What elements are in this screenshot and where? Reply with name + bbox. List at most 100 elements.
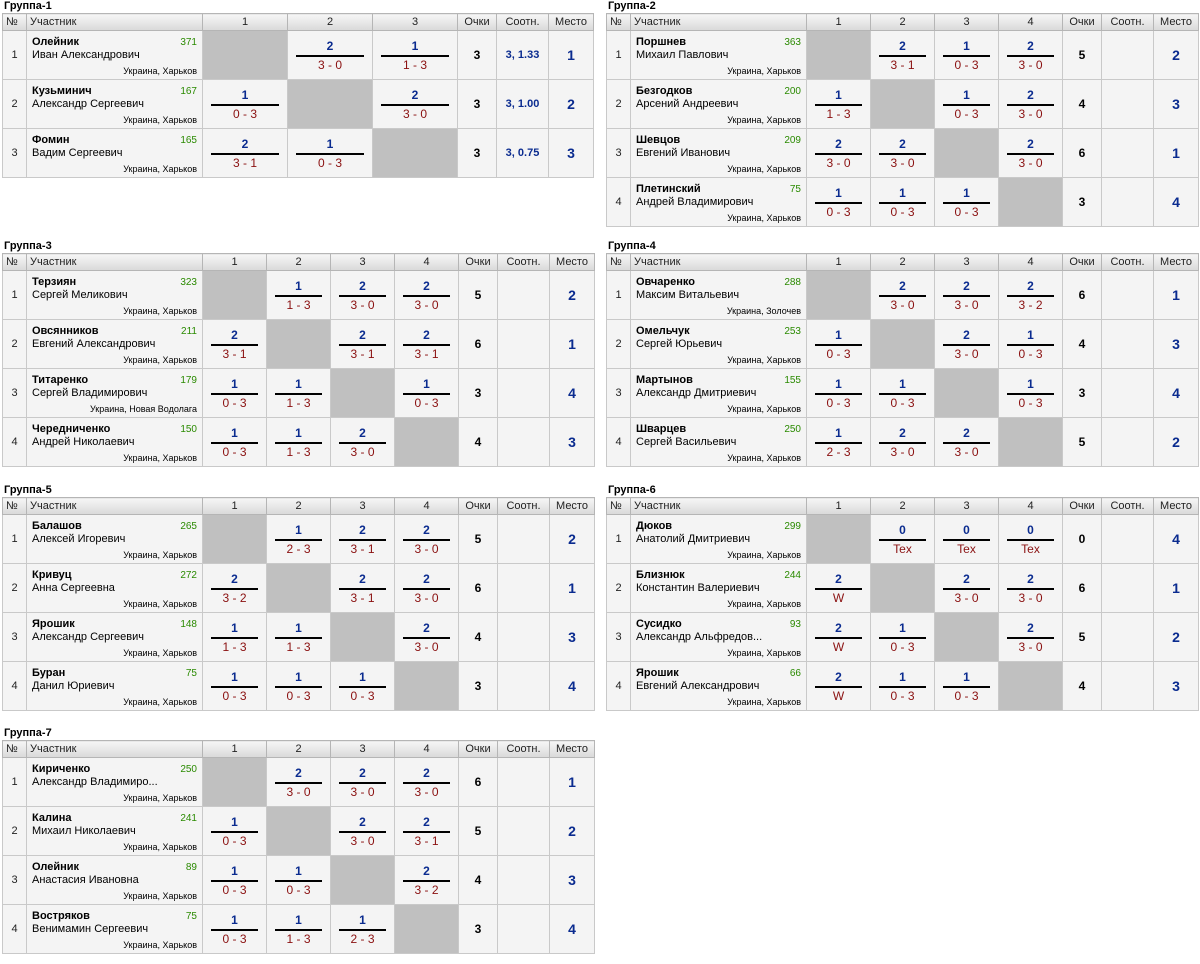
match-result-cell[interactable]: 1 0 - 3 — [934, 177, 999, 227]
header-place[interactable]: Место — [549, 497, 595, 515]
match-result-cell[interactable]: 2 3 - 0 — [394, 514, 459, 564]
match-result-cell[interactable]: 1 0 - 3 — [870, 612, 935, 662]
match-result-cell[interactable]: 1 0 - 3 — [870, 368, 935, 418]
player-cell[interactable]: Овчаренко 288 Максим Витальевич Украина, Зо… — [630, 270, 807, 320]
player-cell[interactable]: Титаренко 179 Сергей Владимирович Украина, … — [26, 368, 203, 418]
player-cell[interactable]: Ярошик 148 Александр Сергеевич Украина, Хар… — [26, 612, 203, 662]
match-result-cell[interactable]: 1 0 - 3 — [806, 177, 871, 227]
header-ratio[interactable]: Соотн. — [497, 740, 550, 758]
match-result-cell[interactable]: 1 0 - 3 — [934, 661, 999, 711]
header-no[interactable]: № — [2, 740, 27, 758]
player-cell[interactable]: Фомин 165 Вадим Сергеевич Украина, Харьков — [26, 128, 203, 178]
player-surname[interactable]: Олейник — [32, 861, 80, 873]
match-result-cell[interactable]: 2 3 - 1 — [870, 30, 935, 80]
header-opponent-2[interactable]: 2 — [287, 13, 373, 31]
match-result-cell[interactable]: 0 Tex — [998, 514, 1063, 564]
match-result-cell[interactable]: 2 3 - 0 — [287, 30, 373, 80]
match-result-cell[interactable]: 2 3 - 0 — [330, 270, 395, 320]
player-cell[interactable]: Овсянников 211 Евгений Александрович Украин… — [26, 319, 203, 369]
match-result-cell[interactable]: 1 1 - 3 — [266, 417, 331, 467]
player-cell[interactable]: Шварцев 250 Сергей Васильевич Украина, Харь… — [630, 417, 807, 467]
header-no[interactable]: № — [2, 253, 27, 271]
header-opponent-1[interactable]: 1 — [806, 13, 871, 31]
match-result-cell[interactable]: 1 1 - 3 — [266, 368, 331, 418]
match-result-cell[interactable]: 1 1 - 3 — [266, 270, 331, 320]
match-result-cell[interactable]: 2 3 - 0 — [394, 270, 459, 320]
header-opponent-2[interactable]: 2 — [870, 497, 935, 515]
match-result-cell[interactable]: 2 3 - 1 — [330, 514, 395, 564]
header-opponent-3[interactable]: 3 — [330, 740, 395, 758]
match-result-cell[interactable]: 1 2 - 3 — [266, 514, 331, 564]
header-opponent-2[interactable]: 2 — [870, 13, 935, 31]
match-result-cell[interactable]: 2 3 - 0 — [998, 563, 1063, 613]
player-surname[interactable]: Буран — [32, 667, 66, 679]
match-result-cell[interactable]: 1 0 - 3 — [266, 661, 331, 711]
match-result-cell[interactable]: 0 Tex — [870, 514, 935, 564]
player-surname[interactable]: Кириченко — [32, 763, 91, 775]
match-result-cell[interactable]: 2 3 - 0 — [870, 270, 935, 320]
match-result-cell[interactable]: 2 3 - 0 — [934, 563, 999, 613]
match-result-cell[interactable]: 1 0 - 3 — [202, 368, 267, 418]
header-opponent-3[interactable]: 3 — [372, 13, 458, 31]
header-no[interactable]: № — [2, 497, 27, 515]
player-cell[interactable]: Шевцов 209 Евгений Иванович Украина, Харько… — [630, 128, 807, 178]
header-participant[interactable]: Участник — [630, 13, 807, 31]
match-result-cell[interactable]: 2 3 - 0 — [870, 417, 935, 467]
header-points[interactable]: Очки — [457, 13, 497, 31]
player-surname[interactable]: Омельчук — [636, 325, 690, 337]
header-opponent-3[interactable]: 3 — [934, 253, 999, 271]
match-result-cell[interactable]: 1 0 - 3 — [287, 128, 373, 178]
match-result-cell[interactable]: 2 3 - 0 — [998, 612, 1063, 662]
match-result-cell[interactable]: 2 3 - 1 — [330, 563, 395, 613]
player-cell[interactable]: Олейник 89 Анастасия Ивановна Украина, Харь… — [26, 855, 203, 905]
player-surname[interactable]: Кривуц — [32, 569, 72, 581]
match-result-cell[interactable]: 0 Tex — [934, 514, 999, 564]
header-opponent-4[interactable]: 4 — [394, 253, 459, 271]
match-result-cell[interactable]: 2 3 - 0 — [394, 563, 459, 613]
header-opponent-4[interactable]: 4 — [394, 740, 459, 758]
header-opponent-2[interactable]: 2 — [266, 497, 331, 515]
match-result-cell[interactable]: 1 0 - 3 — [202, 79, 288, 129]
match-result-cell[interactable]: 1 0 - 3 — [202, 806, 267, 856]
match-result-cell[interactable]: 2 3 - 1 — [202, 319, 267, 369]
match-result-cell[interactable]: 1 0 - 3 — [202, 855, 267, 905]
match-result-cell[interactable]: 2 3 - 0 — [330, 417, 395, 467]
player-cell[interactable]: Терзиян 323 Сергей Меликович Украина, Харьк… — [26, 270, 203, 320]
player-cell[interactable]: Востряков 75 Венимамин Сергеевич Украина, Х… — [26, 904, 203, 954]
header-ratio[interactable]: Соотн. — [1101, 13, 1154, 31]
player-surname[interactable]: Чередниченко — [32, 423, 111, 435]
match-result-cell[interactable]: 1 0 - 3 — [202, 417, 267, 467]
header-participant[interactable]: Участник — [26, 13, 203, 31]
player-surname[interactable]: Овчаренко — [636, 276, 695, 288]
match-result-cell[interactable]: 1 0 - 3 — [934, 30, 999, 80]
player-surname[interactable]: Близнюк — [636, 569, 685, 581]
player-surname[interactable]: Ярошик — [636, 667, 679, 679]
match-result-cell[interactable]: 2 3 - 0 — [394, 757, 459, 807]
player-cell[interactable]: Поршнев 363 Михаил Павлович Украина, Харько… — [630, 30, 807, 80]
header-opponent-4[interactable]: 4 — [998, 497, 1063, 515]
player-surname[interactable]: Плетинский — [636, 183, 701, 195]
player-surname[interactable]: Терзиян — [32, 276, 77, 288]
player-surname[interactable]: Сусидко — [636, 618, 682, 630]
match-result-cell[interactable]: 2 3 - 2 — [202, 563, 267, 613]
match-result-cell[interactable]: 1 2 - 3 — [330, 904, 395, 954]
match-result-cell[interactable]: 1 0 - 3 — [870, 177, 935, 227]
player-surname[interactable]: Безгодков — [636, 85, 693, 97]
match-result-cell[interactable]: 1 0 - 3 — [202, 661, 267, 711]
header-ratio[interactable]: Соотн. — [1101, 253, 1154, 271]
header-place[interactable]: Место — [549, 253, 595, 271]
header-opponent-1[interactable]: 1 — [202, 497, 267, 515]
match-result-cell[interactable]: 1 1 - 3 — [372, 30, 458, 80]
player-cell[interactable]: Ярошик 66 Евгений Александрович Украина, Ха… — [630, 661, 807, 711]
player-surname[interactable]: Кузьминич — [32, 85, 92, 97]
player-cell[interactable]: Дюков 299 Анатолий Дмитриевич Украина, Харь… — [630, 514, 807, 564]
match-result-cell[interactable]: 1 1 - 3 — [202, 612, 267, 662]
match-result-cell[interactable]: 2 3 - 0 — [266, 757, 331, 807]
header-opponent-1[interactable]: 1 — [806, 497, 871, 515]
player-cell[interactable]: Кривуц 272 Анна Сергеевна Украина, Харьков — [26, 563, 203, 613]
player-surname[interactable]: Титаренко — [32, 374, 89, 386]
match-result-cell[interactable]: 1 0 - 3 — [202, 904, 267, 954]
header-points[interactable]: Очки — [458, 497, 498, 515]
player-surname[interactable]: Мартынов — [636, 374, 693, 386]
